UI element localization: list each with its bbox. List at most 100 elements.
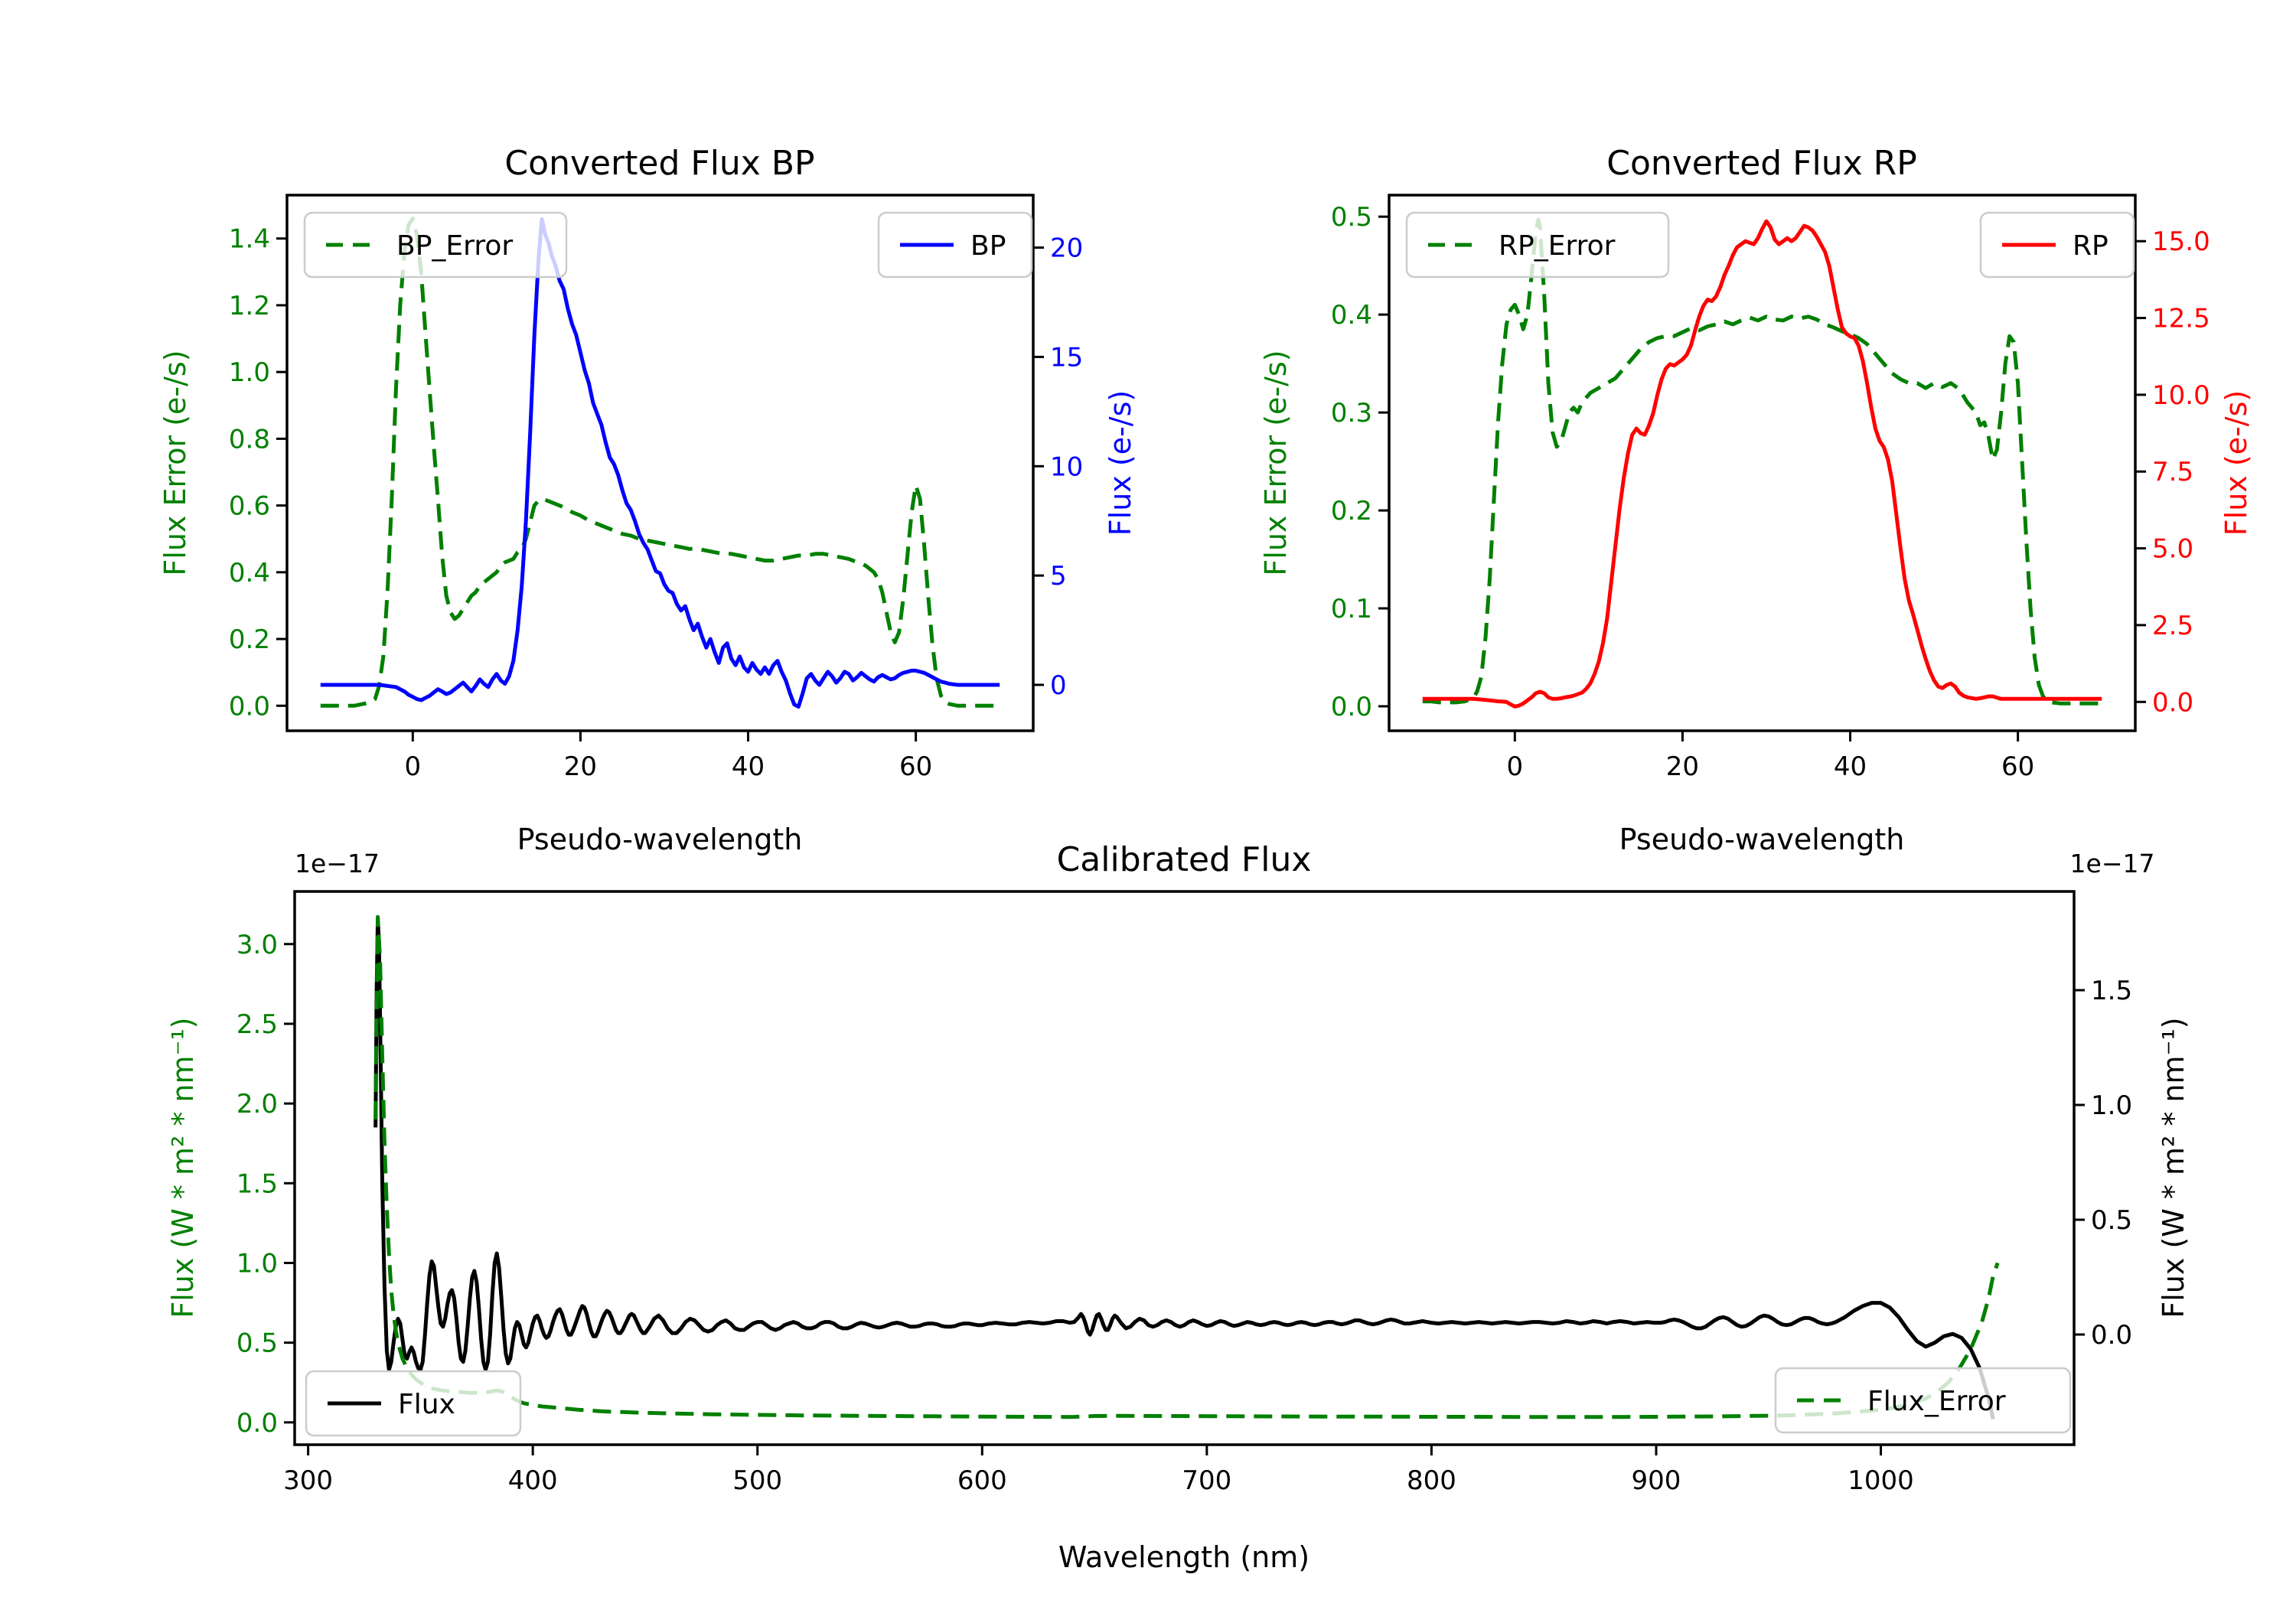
y-left-tick-label: 1.2	[229, 291, 270, 321]
series-rp_error	[1422, 217, 2102, 706]
flux-error-legend: Flux_Error	[1774, 1367, 2072, 1434]
y-left-tick-label: 0.1	[1331, 594, 1372, 624]
rp-error-legend-box	[1405, 211, 1670, 279]
calibrated-axes-layer: 300 400 500 600 700 800 900 1000 0.0 0.5 1.0 1.5 2.0…	[236, 930, 2132, 1496]
series-flux_error	[373, 914, 2000, 1419]
bp-xlabel: Pseudo-wavelength	[517, 823, 803, 856]
y-left-tick-label: 0.0	[236, 1408, 278, 1439]
y-right-tick-label: 10	[1050, 451, 1083, 482]
y-left-tick-label: 0.5	[236, 1328, 278, 1359]
series-flux	[373, 916, 1995, 1420]
rp-lines-layer	[1422, 217, 2102, 709]
flux-legend-box	[305, 1370, 522, 1437]
y-left-tick-label: 0.4	[229, 558, 270, 588]
panel-calibrated-flux: 300 400 500 600 700 800 900 1000 0.0 0.5 1.0 1.5 2.0…	[166, 840, 2190, 1574]
rp-legend-box	[1979, 211, 2135, 279]
series-rp	[1422, 219, 2102, 709]
bp-legend-label: BP	[970, 230, 1006, 262]
y-left-tick-label: 0.0	[229, 691, 270, 722]
y-right-tick-label: 5	[1050, 561, 1067, 592]
bp-ylabel-right: Flux (e-/s)	[1104, 390, 1137, 536]
y-left-tick-label: 2.5	[236, 1009, 278, 1040]
y-right-tick-label: 20	[1050, 233, 1083, 264]
x-tick-label: 600	[957, 1465, 1007, 1496]
y-left-tick-label: 0.2	[1331, 496, 1372, 526]
y-left-tick-label: 0.8	[229, 424, 270, 455]
bp-error-legend-box	[303, 211, 568, 279]
x-tick-label: 40	[1834, 751, 1867, 782]
y-right-tick-label: 5.0	[2152, 534, 2193, 565]
x-tick-label: 1000	[1848, 1465, 1914, 1496]
x-tick-label: 400	[508, 1465, 558, 1496]
y-right-tick-label: 15	[1050, 342, 1083, 373]
bp-lines-layer	[320, 217, 1000, 709]
x-tick-label: 300	[283, 1465, 333, 1496]
x-tick-label: 0	[1507, 751, 1524, 782]
calibrated-title: Calibrated Flux	[1057, 840, 1312, 879]
x-tick-label: 900	[1632, 1465, 1681, 1496]
rp-axes-layer: 0 20 40 60 0.0 0.1 0.2 0.3 0.4 0.5 0.0 2.5 5.0 7.5 10.…	[1331, 202, 2210, 782]
bp-error-legend: BP_Error	[303, 211, 568, 279]
right-axis-offset-text: 1e−17	[2070, 849, 2155, 878]
y-left-tick-label: 2.0	[236, 1089, 278, 1120]
y-left-tick-label: 0.3	[1331, 398, 1372, 429]
x-tick-label: 20	[1666, 751, 1699, 782]
y-left-tick-label: 1.4	[229, 224, 270, 255]
bp-error-legend-label: BP_Error	[396, 230, 513, 262]
y-left-tick-label: 0.6	[229, 491, 270, 522]
calibrated-xlabel: Wavelength (nm)	[1058, 1540, 1309, 1574]
flux-legend: Flux	[305, 1370, 522, 1437]
y-right-tick-label: 2.5	[2152, 611, 2193, 641]
y-right-tick-label: 15.0	[2152, 227, 2210, 257]
bp-legend: BP	[877, 211, 1033, 279]
y-left-tick-label: 3.0	[236, 930, 278, 960]
rp-plot-border	[1388, 194, 2137, 732]
x-tick-label: 40	[732, 751, 765, 782]
bp-title: Converted Flux BP	[504, 144, 814, 183]
y-right-tick-label: 1.0	[2091, 1090, 2132, 1121]
series-bp_error	[320, 217, 1000, 708]
y-right-tick-label: 1.5	[2091, 976, 2132, 1006]
rp-legend: RP	[1979, 211, 2135, 279]
y-left-tick-label: 1.0	[236, 1248, 278, 1279]
calibrated-plot-border	[293, 890, 2076, 1446]
rp-title: Converted Flux RP	[1606, 144, 1917, 183]
x-tick-label: 20	[564, 751, 597, 782]
y-left-tick-label: 0.4	[1331, 300, 1372, 331]
x-tick-label: 800	[1407, 1465, 1456, 1496]
x-tick-label: 0	[405, 751, 422, 782]
y-right-tick-label: 12.5	[2152, 304, 2210, 334]
y-right-tick-label: 7.5	[2152, 457, 2193, 487]
bp-ylabel-left: Flux Error (e-/s)	[158, 350, 192, 575]
flux-error-legend-label: Flux_Error	[1867, 1386, 2006, 1417]
bp-plot-border	[285, 194, 1035, 732]
y-left-tick-label: 0.2	[229, 624, 270, 655]
rp-legend-label: RP	[2073, 230, 2108, 262]
panel-converted-flux-bp: 0 20 40 600.00.20.40.60.81.01.21.405101520 …	[158, 144, 1137, 856]
y-left-tick-label: 1.5	[236, 1168, 278, 1199]
x-tick-label: 500	[732, 1465, 782, 1496]
y-right-tick-label: 0	[1050, 670, 1067, 701]
y-left-tick-label: 0.0	[1331, 692, 1372, 722]
y-right-tick-label: 0.5	[2091, 1205, 2132, 1236]
y-left-tick-label: 0.5	[1331, 202, 1372, 233]
left-axis-offset-text: 1e−17	[295, 849, 380, 878]
y-left-tick-label: 1.0	[229, 357, 270, 388]
rp-error-legend: RP_Error	[1405, 211, 1670, 279]
x-tick-label: 60	[899, 751, 932, 782]
calibrated-ylabel-right: Flux (W * m² * nm⁻¹)	[2157, 1017, 2190, 1318]
flux-error-legend-box	[1774, 1367, 2072, 1434]
panel-converted-flux-rp: 0 20 40 60 0.0 0.1 0.2 0.3 0.4 0.5 0.0 2.5 5.0 7.5 10.…	[1259, 144, 2253, 856]
bp-legend-box	[877, 211, 1033, 279]
y-right-tick-label: 0.0	[2152, 687, 2193, 718]
y-right-tick-label: 10.0	[2152, 380, 2210, 411]
series-bp	[320, 217, 1000, 709]
bp-axes-layer: 0 20 40 60 0.0 0.2 0.4 0.6 0.8 1.0 1.2 1.4 0 5 10 15 20	[229, 224, 1083, 782]
y-right-tick-label: 0.0	[2091, 1320, 2132, 1351]
rp-xlabel: Pseudo-wavelength	[1619, 823, 1905, 856]
calibrated-lines-layer	[373, 914, 2000, 1420]
rp-ylabel-right: Flux (e-/s)	[2219, 390, 2253, 536]
rp-error-legend-label: RP_Error	[1499, 230, 1616, 262]
